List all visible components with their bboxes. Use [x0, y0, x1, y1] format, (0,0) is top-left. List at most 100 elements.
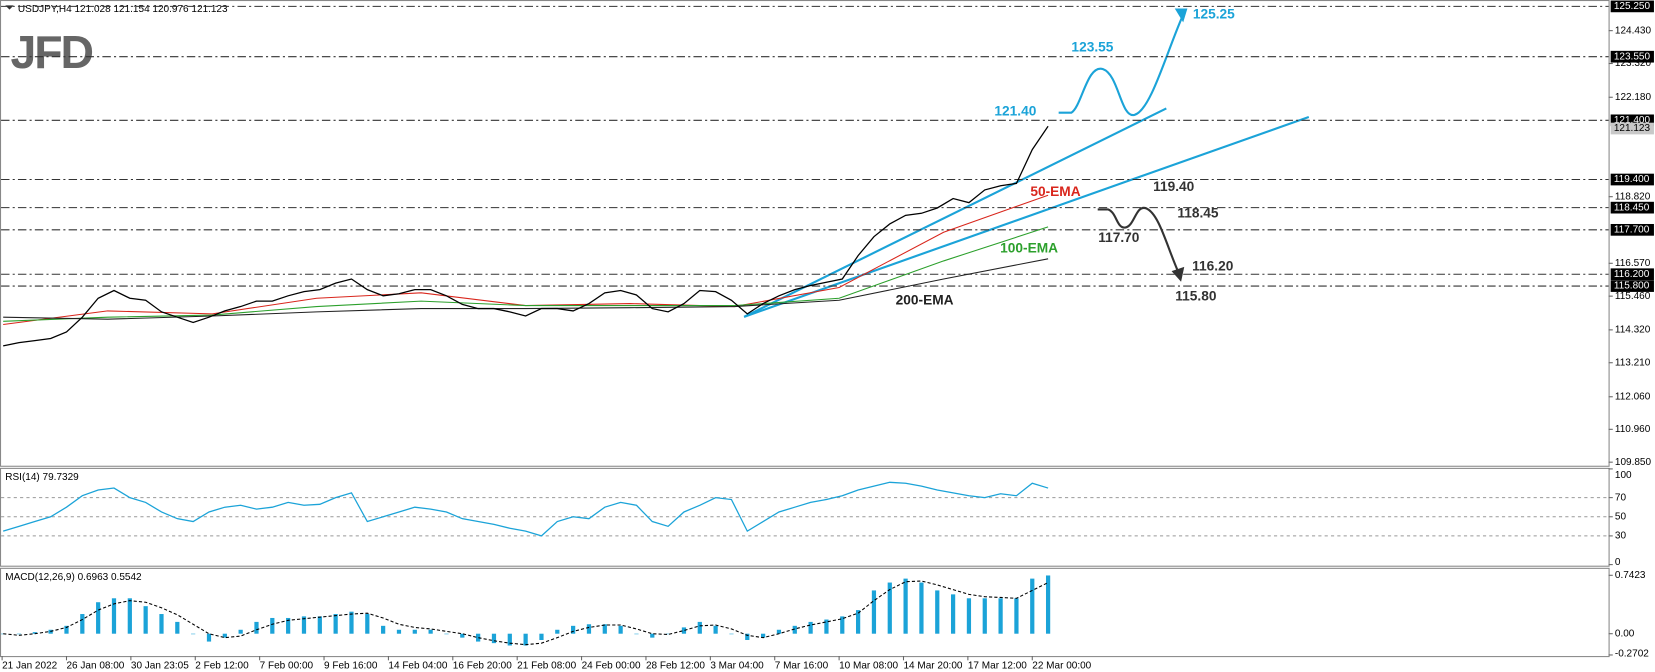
- annotation: 119.40: [1153, 179, 1195, 194]
- main-panel: [0, 0, 1610, 467]
- macd-bar: [254, 621, 259, 634]
- macd-title: MACD(12,26,9) 0.6963 0.5542: [5, 572, 142, 583]
- y-tick-label: 100: [1615, 470, 1632, 481]
- macd-bar: [191, 633, 196, 635]
- ema-label: 100-EMA: [1000, 240, 1058, 255]
- macd-bar: [855, 610, 861, 634]
- macd-bar: [713, 625, 718, 634]
- macd-bar: [919, 582, 924, 634]
- macd-bar: [1045, 575, 1051, 634]
- rsi-title: RSI(14) 79.7329: [5, 472, 79, 483]
- level-label-bg: [1610, 201, 1654, 214]
- y-tick-label: 123.320: [1615, 58, 1652, 69]
- annotation: 125.25: [1193, 6, 1235, 21]
- ema-line: [3, 226, 1049, 322]
- macd-bar: [96, 602, 101, 634]
- logo: JFD: [11, 26, 93, 78]
- annotation: 121.40: [994, 103, 1036, 118]
- macd-bar: [1030, 578, 1035, 634]
- macd-bar: [301, 616, 307, 634]
- macd-bar: [761, 633, 766, 638]
- y-tick-label: 30: [1615, 531, 1627, 542]
- macd-bar: [745, 633, 750, 640]
- annotation: 115.80: [1175, 288, 1217, 303]
- annotation: 123.55: [1071, 39, 1113, 54]
- y-tick-label: 116.570: [1615, 258, 1651, 269]
- trend-line: [743, 115, 1310, 318]
- x-tick-label: 2 Feb 12:00: [195, 660, 249, 671]
- macd-bar: [729, 633, 734, 635]
- macd-bar: [476, 633, 481, 642]
- macd-bar: [381, 625, 386, 634]
- macd-bar: [523, 633, 528, 646]
- y-tick-label: 109.850: [1615, 457, 1652, 468]
- level-label-bg: [1610, 268, 1654, 281]
- macd-bar: [365, 614, 370, 634]
- level-label-bg: [1610, 50, 1654, 63]
- x-tick-label: 22 Mar 00:00: [1032, 660, 1091, 671]
- x-tick-label: 16 Feb 20:00: [453, 660, 512, 671]
- macd-bar: [681, 627, 687, 634]
- x-tick-label: 7 Mar 16:00: [775, 660, 829, 671]
- macd-bar: [1014, 598, 1019, 634]
- macd-bar: [428, 629, 433, 634]
- macd-bar: [966, 598, 972, 634]
- macd-bar: [776, 629, 782, 634]
- x-tick-label: 14 Mar 20:00: [903, 660, 962, 671]
- x-tick-label: 9 Feb 16:00: [324, 660, 378, 671]
- macd-bar: [412, 629, 417, 634]
- macd-bar: [998, 598, 1003, 634]
- y-tick-label: -0.2702: [1615, 649, 1649, 660]
- annotation: 118.45: [1177, 205, 1219, 220]
- macd-bar: [16, 633, 22, 635]
- last-price-label: 121.123: [1614, 123, 1651, 134]
- x-tick-label: 30 Jan 23:05: [131, 660, 189, 671]
- macd-bar: [903, 578, 908, 634]
- y-tick-label: 110.960: [1615, 424, 1651, 435]
- macd-bar: [586, 624, 592, 634]
- macd-bar: [349, 611, 354, 634]
- x-tick-label: 21 Jan 2022: [2, 660, 58, 671]
- level-label: 119.400: [1614, 174, 1650, 185]
- x-tick-label: 14 Feb 04:00: [388, 660, 447, 671]
- y-tick-label: 112.060: [1615, 391, 1651, 402]
- x-tick-label: 26 Jan 08:00: [66, 660, 124, 671]
- macd-bar: [871, 590, 877, 634]
- level-label: 117.700: [1614, 224, 1650, 235]
- level-label-bg: [1610, 114, 1654, 127]
- macd-bar: [982, 598, 987, 634]
- level-label-bg: [1610, 173, 1654, 186]
- y-tick-label: 0.7423: [1615, 570, 1646, 581]
- macd-bar: [175, 621, 180, 634]
- macd-bar: [555, 629, 560, 634]
- x-tick-label: 28 Feb 12:00: [646, 660, 705, 671]
- trend-line: [743, 107, 1167, 318]
- level-label-bg: [1610, 280, 1654, 292]
- x-tick-label: 17 Mar 12:00: [968, 660, 1027, 671]
- macd-bar: [618, 625, 623, 634]
- y-tick-label: 0.00: [1615, 628, 1635, 639]
- y-tick-label: 70: [1615, 492, 1627, 503]
- macd-bar: [634, 633, 639, 635]
- macd-bar: [222, 633, 227, 638]
- macd-bar: [666, 633, 671, 635]
- last-price-bg: [1610, 122, 1654, 135]
- macd-bar: [697, 621, 702, 634]
- ema-label: 50-EMA: [1030, 184, 1080, 199]
- x-tick-label: 3 Mar 04:00: [710, 660, 764, 671]
- macd-bar: [333, 614, 338, 634]
- scenario-drawings: [743, 8, 1310, 318]
- x-tick-label: 24 Feb 00:00: [582, 660, 641, 671]
- macd-bar: [650, 633, 655, 638]
- macd-bar: [539, 633, 544, 640]
- macd-bar: [460, 633, 465, 638]
- y-tick-label: 115.460: [1615, 291, 1651, 302]
- macd-bar: [64, 625, 69, 634]
- macd-bar: [792, 625, 797, 634]
- level-label-bg: [1610, 0, 1654, 13]
- macd-bar: [127, 598, 132, 634]
- x-tick-label: 21 Feb 08:00: [517, 660, 576, 671]
- macd-bar: [238, 629, 243, 634]
